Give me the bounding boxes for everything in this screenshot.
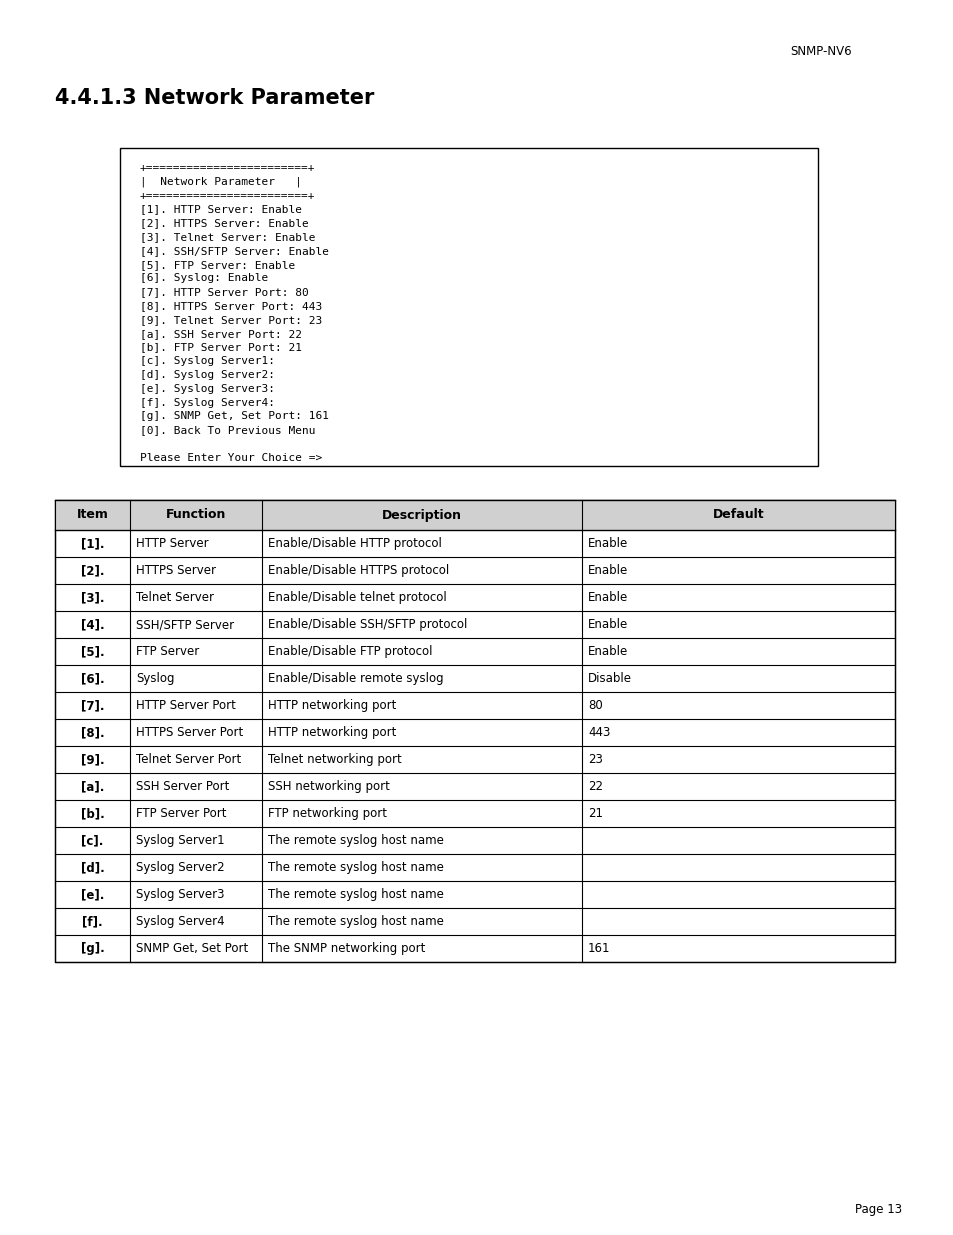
Text: The remote syslog host name: The remote syslog host name xyxy=(268,861,443,874)
Text: [d].: [d]. xyxy=(81,861,104,874)
Text: +========================+: +========================+ xyxy=(140,163,315,173)
Text: SSH networking port: SSH networking port xyxy=(268,781,390,793)
Text: Enable: Enable xyxy=(587,564,628,577)
Text: [d]. Syslog Server2:: [d]. Syslog Server2: xyxy=(140,370,274,380)
Text: Enable/Disable HTTP protocol: Enable/Disable HTTP protocol xyxy=(268,537,441,550)
Text: [6]. Syslog: Enable: [6]. Syslog: Enable xyxy=(140,273,268,283)
Text: The remote syslog host name: The remote syslog host name xyxy=(268,834,443,847)
Text: [g].: [g]. xyxy=(81,942,104,955)
Text: Disable: Disable xyxy=(587,672,631,685)
Text: [g]. SNMP Get, Set Port: 161: [g]. SNMP Get, Set Port: 161 xyxy=(140,411,329,421)
Text: Item: Item xyxy=(76,509,109,521)
Text: [b].: [b]. xyxy=(81,806,104,820)
Text: [8]. HTTPS Server Port: 443: [8]. HTTPS Server Port: 443 xyxy=(140,301,322,311)
Text: 4.4.1.3 Network Parameter: 4.4.1.3 Network Parameter xyxy=(55,88,374,107)
Text: Telnet networking port: Telnet networking port xyxy=(268,753,401,766)
Text: [8].: [8]. xyxy=(81,726,104,739)
Text: The SNMP networking port: The SNMP networking port xyxy=(268,942,425,955)
Text: FTP Server Port: FTP Server Port xyxy=(136,806,226,820)
Text: [4].: [4]. xyxy=(81,618,104,631)
Text: [f]. Syslog Server4:: [f]. Syslog Server4: xyxy=(140,398,274,408)
Text: Please Enter Your Choice =>: Please Enter Your Choice => xyxy=(140,453,322,463)
Text: [6].: [6]. xyxy=(81,672,104,685)
Text: FTP networking port: FTP networking port xyxy=(268,806,387,820)
Text: HTTP networking port: HTTP networking port xyxy=(268,726,395,739)
Text: [9].: [9]. xyxy=(81,753,104,766)
Bar xyxy=(55,500,894,530)
Text: [e]. Syslog Server3:: [e]. Syslog Server3: xyxy=(140,384,274,394)
Text: [5]. FTP Server: Enable: [5]. FTP Server: Enable xyxy=(140,259,294,269)
Text: +========================+: +========================+ xyxy=(140,190,315,200)
Text: [c].: [c]. xyxy=(81,834,104,847)
Text: Telnet Server Port: Telnet Server Port xyxy=(136,753,241,766)
Text: Enable: Enable xyxy=(587,645,628,658)
Text: HTTP Server: HTTP Server xyxy=(136,537,209,550)
Text: [1]. HTTP Server: Enable: [1]. HTTP Server: Enable xyxy=(140,205,302,215)
Text: Syslog Server3: Syslog Server3 xyxy=(136,888,224,902)
Text: Default: Default xyxy=(712,509,763,521)
Text: Enable/Disable remote syslog: Enable/Disable remote syslog xyxy=(268,672,443,685)
Text: The remote syslog host name: The remote syslog host name xyxy=(268,888,443,902)
Text: 23: 23 xyxy=(587,753,602,766)
Text: 22: 22 xyxy=(587,781,602,793)
Text: Enable/Disable SSH/SFTP protocol: Enable/Disable SSH/SFTP protocol xyxy=(268,618,467,631)
Text: Syslog: Syslog xyxy=(136,672,174,685)
Text: Function: Function xyxy=(166,509,226,521)
Text: Description: Description xyxy=(381,509,461,521)
Text: [4]. SSH/SFTP Server: Enable: [4]. SSH/SFTP Server: Enable xyxy=(140,246,329,256)
Text: Enable/Disable telnet protocol: Enable/Disable telnet protocol xyxy=(268,592,446,604)
Text: [9]. Telnet Server Port: 23: [9]. Telnet Server Port: 23 xyxy=(140,315,322,325)
Text: [e].: [e]. xyxy=(81,888,104,902)
Text: HTTPS Server Port: HTTPS Server Port xyxy=(136,726,243,739)
Text: [a].: [a]. xyxy=(81,781,104,793)
Text: SSH/SFTP Server: SSH/SFTP Server xyxy=(136,618,233,631)
Text: Enable/Disable HTTPS protocol: Enable/Disable HTTPS protocol xyxy=(268,564,449,577)
Text: [a]. SSH Server Port: 22: [a]. SSH Server Port: 22 xyxy=(140,329,302,338)
Text: |  Network Parameter   |: | Network Parameter | xyxy=(140,177,302,188)
Text: [7]. HTTP Server Port: 80: [7]. HTTP Server Port: 80 xyxy=(140,288,309,298)
Text: [3]. Telnet Server: Enable: [3]. Telnet Server: Enable xyxy=(140,232,315,242)
Text: HTTP Server Port: HTTP Server Port xyxy=(136,699,235,713)
Text: FTP Server: FTP Server xyxy=(136,645,199,658)
Text: SNMP Get, Set Port: SNMP Get, Set Port xyxy=(136,942,248,955)
Text: Page 13: Page 13 xyxy=(854,1203,902,1216)
Text: Syslog Server4: Syslog Server4 xyxy=(136,915,224,927)
Text: SNMP-NV6: SNMP-NV6 xyxy=(789,44,851,58)
Text: The remote syslog host name: The remote syslog host name xyxy=(268,915,443,927)
Text: [c]. Syslog Server1:: [c]. Syslog Server1: xyxy=(140,356,274,367)
Text: Enable: Enable xyxy=(587,592,628,604)
Text: [b]. FTP Server Port: 21: [b]. FTP Server Port: 21 xyxy=(140,342,302,352)
Text: Syslog Server2: Syslog Server2 xyxy=(136,861,224,874)
Text: 80: 80 xyxy=(587,699,602,713)
Text: 161: 161 xyxy=(587,942,610,955)
Text: [2]. HTTPS Server: Enable: [2]. HTTPS Server: Enable xyxy=(140,219,309,228)
Text: [2].: [2]. xyxy=(81,564,104,577)
Text: 21: 21 xyxy=(587,806,602,820)
Text: HTTPS Server: HTTPS Server xyxy=(136,564,215,577)
Text: HTTP networking port: HTTP networking port xyxy=(268,699,395,713)
Text: Syslog Server1: Syslog Server1 xyxy=(136,834,224,847)
Bar xyxy=(120,148,817,466)
Text: Telnet Server: Telnet Server xyxy=(136,592,213,604)
Text: Enable/Disable FTP protocol: Enable/Disable FTP protocol xyxy=(268,645,432,658)
Text: [1].: [1]. xyxy=(81,537,104,550)
Text: [f].: [f]. xyxy=(82,915,103,927)
Text: SSH Server Port: SSH Server Port xyxy=(136,781,229,793)
Text: [0]. Back To Previous Menu: [0]. Back To Previous Menu xyxy=(140,425,315,435)
Bar xyxy=(55,500,894,962)
Text: Enable: Enable xyxy=(587,537,628,550)
Text: 443: 443 xyxy=(587,726,610,739)
Text: [3].: [3]. xyxy=(81,592,104,604)
Text: [7].: [7]. xyxy=(81,699,104,713)
Text: [5].: [5]. xyxy=(81,645,104,658)
Text: Enable: Enable xyxy=(587,618,628,631)
